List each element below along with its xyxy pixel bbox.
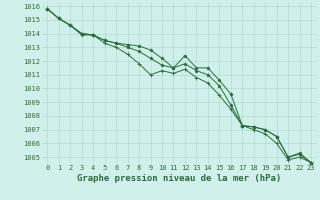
X-axis label: Graphe pression niveau de la mer (hPa): Graphe pression niveau de la mer (hPa)	[77, 174, 281, 183]
